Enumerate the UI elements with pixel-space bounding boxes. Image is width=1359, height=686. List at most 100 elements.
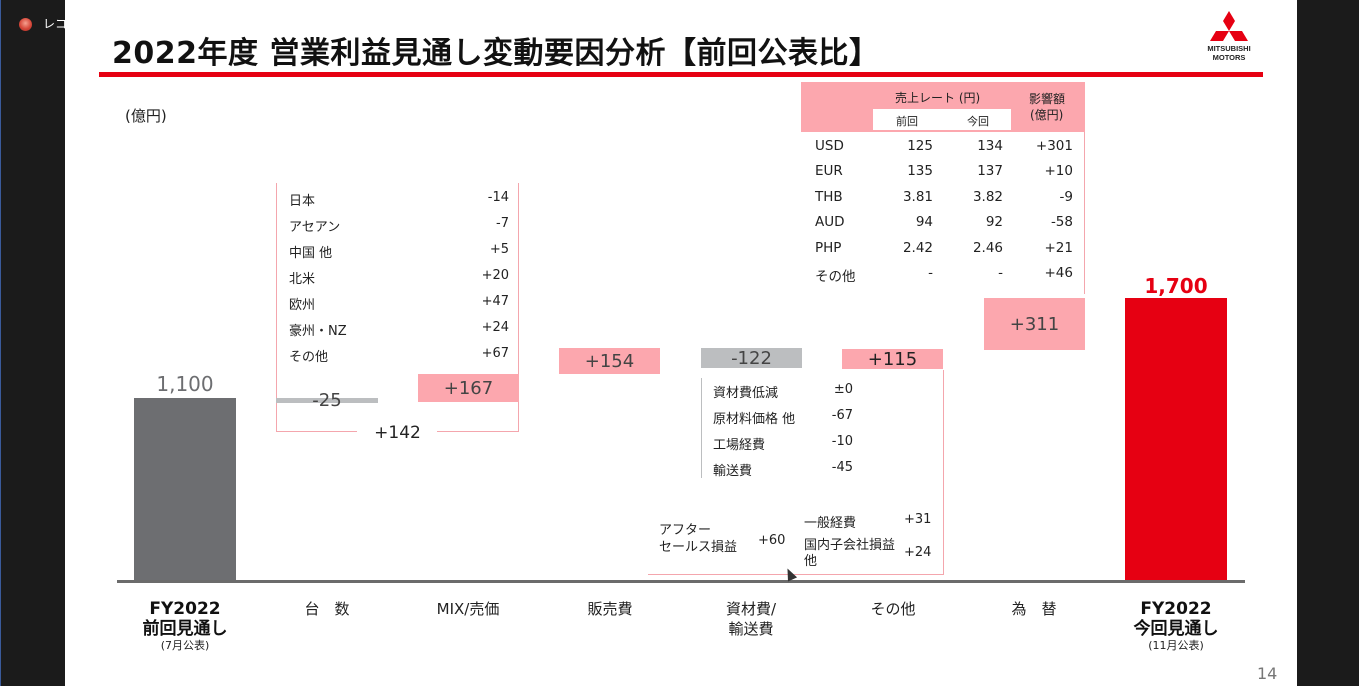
aftersales-line2: セールス損益 xyxy=(659,540,738,555)
region-label: アセアン xyxy=(289,220,341,235)
bar-units xyxy=(276,398,378,403)
category-material-line1: 資材費/ xyxy=(725,600,777,618)
fx-impact: +10 xyxy=(1044,163,1074,179)
bar-material-logistics: -122 xyxy=(701,348,802,369)
fx-impact: +301 xyxy=(1035,138,1073,154)
fx-currency: その他 xyxy=(815,269,856,285)
material-value: -67 xyxy=(831,408,853,423)
subsidiaries-line1: 国内子会社損益 xyxy=(804,538,896,553)
fx-currency: EUR xyxy=(815,163,843,179)
region-label: その他 xyxy=(289,350,329,365)
mitsubishi-logo: MITSUBISHI MOTORS xyxy=(1191,10,1267,66)
category-end: FY2022 今回見通し (11月公表) xyxy=(1106,599,1246,653)
subsidiaries-value: +24 xyxy=(904,545,932,560)
fx-curr: - xyxy=(998,265,1003,281)
fx-prev: 2.42 xyxy=(902,240,933,256)
region-value: -7 xyxy=(496,216,509,231)
fx-currency: PHP xyxy=(815,240,842,256)
region-value: +20 xyxy=(481,268,509,283)
region-label: 中国 他 xyxy=(289,246,333,261)
record-dot-icon[interactable] xyxy=(19,18,32,31)
subsidiaries-label: 国内子会社損益 他 xyxy=(804,538,895,570)
unit-label: (億円) xyxy=(125,107,167,125)
material-label: 資材費低減 xyxy=(713,386,779,401)
start-value-label: 1,100 xyxy=(156,372,214,396)
start-label-top: FY2022 xyxy=(149,599,221,619)
subsidiaries-line2: 他 xyxy=(804,554,818,569)
other-breakdown-box xyxy=(648,370,944,575)
fx-impact: +46 xyxy=(1044,265,1074,281)
bar-fx: +311 xyxy=(984,298,1085,350)
region-label: 日本 xyxy=(289,194,316,209)
bar-other: +115 xyxy=(842,349,943,370)
bar-end-fy2022-current xyxy=(1125,298,1227,580)
slide-title: 2022年度 営業利益見通し変動要因分析【前回公表比】 xyxy=(112,36,880,71)
fx-curr: 3.82 xyxy=(972,189,1003,205)
region-value: +47 xyxy=(481,294,509,309)
category-mix-price: MIX/売価 xyxy=(436,600,500,618)
aftersales-value: +60 xyxy=(758,533,786,548)
material-breakdown-box xyxy=(701,378,944,478)
header-impact: 影響額 xyxy=(1029,92,1066,106)
region-value: -14 xyxy=(487,190,509,205)
fx-impact: -58 xyxy=(1050,214,1073,230)
three-diamonds-icon xyxy=(1210,11,1248,41)
bar-selling-expense: +154 xyxy=(559,348,660,374)
recording-label: レコ xyxy=(43,17,66,31)
material-label: 輸送費 xyxy=(713,464,753,479)
material-label: 工場経費 xyxy=(713,438,766,453)
header-curr: 今回 xyxy=(967,115,989,128)
fx-currency: USD xyxy=(815,138,844,154)
units-delta: -25 xyxy=(312,390,342,411)
category-units: 台 数 xyxy=(304,600,350,618)
fx-prev: 135 xyxy=(907,163,933,179)
fx-rate-table: 売上レート (円) 前回 今回 影響額 (億円) USD 125 134 +30… xyxy=(801,82,1085,294)
fx-subheader xyxy=(873,109,1011,130)
end-value-label: 1,700 xyxy=(1144,274,1208,298)
fx-impact: -9 xyxy=(1059,189,1073,205)
start-label-main: 前回見通し xyxy=(142,619,228,639)
brand-line-2: MOTORS xyxy=(1212,53,1246,62)
general-expense-value: +31 xyxy=(904,512,932,527)
right-dark-panel xyxy=(1297,0,1359,686)
bar-start-fy2022-previous xyxy=(134,398,236,580)
brand-line-1: MITSUBISHI xyxy=(1207,44,1251,53)
category-material-line2: 輸送費 xyxy=(728,620,774,638)
material-value: ±0 xyxy=(833,382,853,397)
region-label: 欧州 xyxy=(289,298,316,313)
region-value: +5 xyxy=(489,242,509,257)
end-label-sub: (11月公表) xyxy=(1148,639,1204,652)
category-selling-expense: 販売費 xyxy=(587,600,633,618)
category-material-logistics: 資材費/ 輸送費 xyxy=(681,599,821,639)
left-dark-panel: レコ xyxy=(0,0,66,686)
units-mix-subtotal: +142 xyxy=(374,423,421,443)
end-label-main: 今回見通し xyxy=(1133,619,1219,639)
end-label-top: FY2022 xyxy=(1140,599,1212,619)
aftersales-line1: アフター xyxy=(659,523,712,538)
header-impact-unit: (億円) xyxy=(1030,108,1064,122)
category-fx: 為 替 xyxy=(1011,600,1057,618)
header-prev: 前回 xyxy=(896,115,918,128)
title-underline xyxy=(99,72,1263,77)
fx-curr: 134 xyxy=(977,138,1003,154)
fx-impact: +21 xyxy=(1044,240,1074,256)
category-other: その他 xyxy=(870,600,916,618)
region-value: +67 xyxy=(481,346,509,361)
chart-baseline xyxy=(117,580,1245,583)
material-value: -10 xyxy=(831,434,853,449)
region-label: 豪州・NZ xyxy=(289,324,347,339)
fx-prev: 94 xyxy=(915,214,933,230)
material-label: 原材料価格 他 xyxy=(713,412,796,427)
region-label: 北米 xyxy=(289,272,316,287)
region-value: +24 xyxy=(481,320,509,335)
header-sales-rate: 売上レート (円) xyxy=(895,91,981,105)
fx-prev: 3.81 xyxy=(902,189,933,205)
bracket-label-gap xyxy=(357,428,437,436)
fx-curr: 137 xyxy=(977,163,1003,179)
material-value: -45 xyxy=(831,460,853,475)
fx-currency: THB xyxy=(815,189,843,205)
fx-prev: - xyxy=(928,265,933,281)
fx-currency: AUD xyxy=(815,214,845,230)
general-expense-label: 一般経費 xyxy=(804,516,857,531)
category-start: FY2022 前回見通し (7月公表) xyxy=(115,599,255,653)
